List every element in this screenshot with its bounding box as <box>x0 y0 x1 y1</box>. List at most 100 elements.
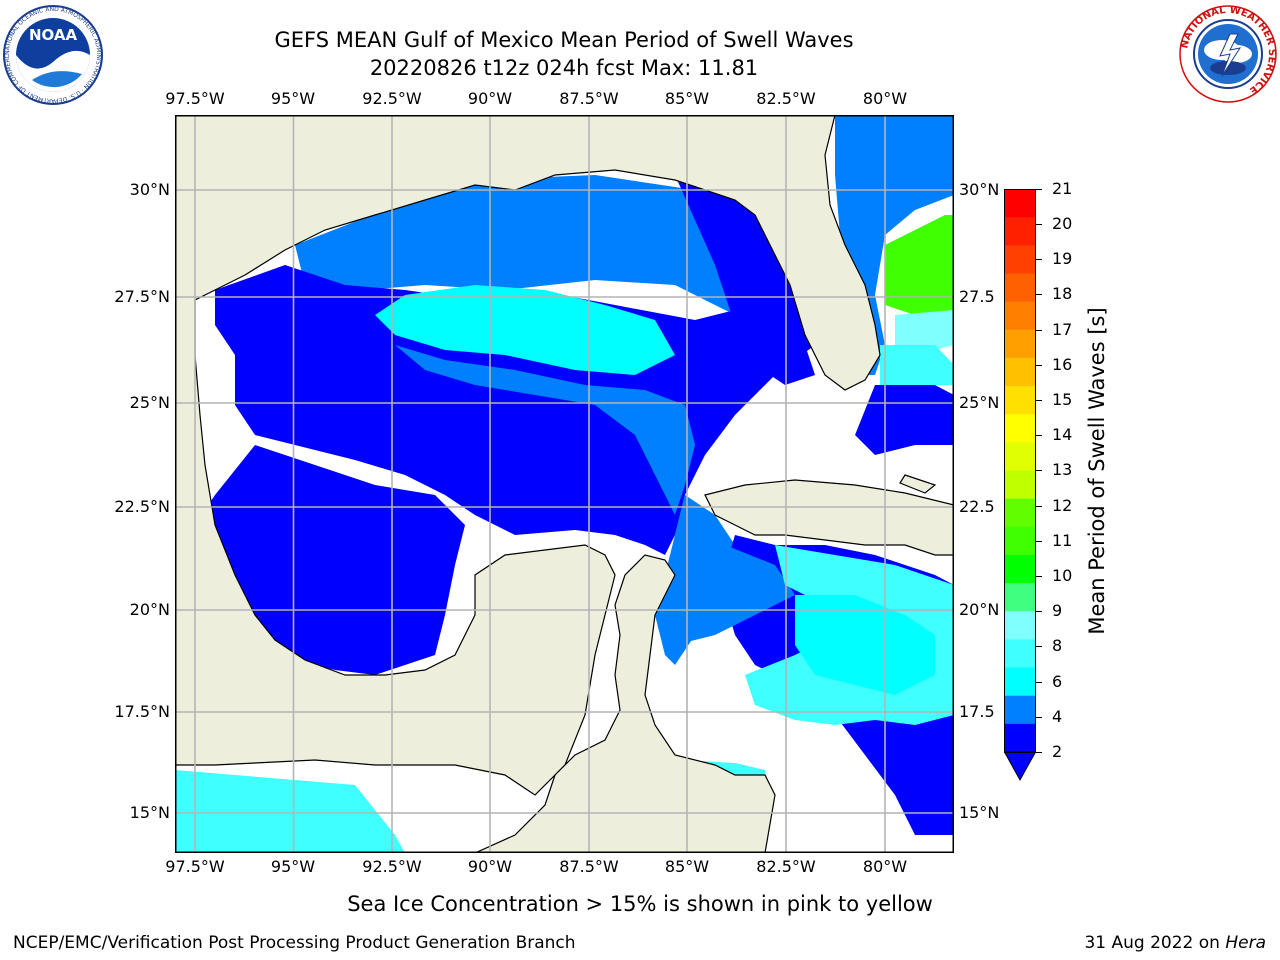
colorbar-tick-mark <box>1036 294 1042 295</box>
lon-label-bottom-3: 90°W <box>467 857 513 876</box>
lon-label-bottom-7: 80°W <box>862 857 908 876</box>
lat-label-left-4: 20°N <box>129 600 170 619</box>
field-band-2-4-west <box>195 445 465 675</box>
field-band-6-7 <box>375 285 675 375</box>
sea-ice-note: Sea Ice Concentration > 15% is shown in … <box>347 892 933 916</box>
lon-label-top-3: 90°W <box>467 89 513 108</box>
colorbar-tick-mark <box>1036 259 1042 260</box>
swell-period-field <box>175 115 954 853</box>
lon-label-top-4: 87.5°W <box>559 89 619 108</box>
lon-label-bottom-5: 85°W <box>664 857 710 876</box>
lon-label-top-5: 85°W <box>664 89 710 108</box>
colorbar-segment <box>1004 357 1036 387</box>
footer-date: 31 Aug 2022 on <box>1084 933 1226 953</box>
colorbar-segment <box>1004 498 1036 528</box>
footer-timestamp: 31 Aug 2022 on Hera <box>1084 933 1266 953</box>
noaa-logo-text: NOAA <box>29 26 78 44</box>
colorbar-tick-label: 19 <box>1052 249 1073 268</box>
colorbar-tick-label: 8 <box>1052 636 1063 655</box>
field-band-8-9-atlantic <box>895 310 954 355</box>
colorbar-title: Mean Period of Swell Waves [s] <box>1085 307 1109 635</box>
field-band-4-6-caribbean <box>675 545 795 645</box>
map-border <box>175 115 954 853</box>
nws-logo-icon: NATIONAL WEATHER SERVICE <box>1179 5 1277 103</box>
lat-label-left-5: 17.5°N <box>114 702 170 721</box>
colorbar-tick-mark <box>1036 189 1042 190</box>
colorbar-tick-label: 10 <box>1052 566 1073 585</box>
colorbar-extend-arrow <box>1004 751 1036 782</box>
lat-label-left-2: 25°N <box>129 393 170 412</box>
colorbar-tick-label: 11 <box>1052 531 1073 550</box>
colorbar-segment <box>1004 273 1036 303</box>
lon-label-top-7: 80°W <box>862 89 908 108</box>
colorbar-segment <box>1004 611 1036 640</box>
colorbar-segment <box>1004 414 1036 443</box>
colorbar-segment <box>1004 442 1036 472</box>
footer-host: Hera <box>1225 933 1266 953</box>
footer-credit: NCEP/EMC/Verification Post Processing Pr… <box>13 933 576 953</box>
lon-label-top-0: 97.5°W <box>165 89 225 108</box>
colorbar-tick-mark <box>1036 506 1042 507</box>
lat-label-right-0: 30°N <box>959 180 1000 199</box>
lat-label-left-3: 22.5°N <box>114 497 170 516</box>
map-title: GEFS MEAN Gulf of Mexico Mean Period of … <box>274 28 854 52</box>
field-band-6-7-caribbean <box>795 595 935 695</box>
land-yucatan <box>474 554 776 853</box>
colorbar-segment <box>1004 723 1036 753</box>
colorbar-segment <box>1004 554 1036 584</box>
land-cuba <box>704 479 954 556</box>
lon-label-bottom-2: 92.5°W <box>362 857 422 876</box>
colorbar-tick-label: 2 <box>1052 742 1063 761</box>
colorbar <box>1004 189 1036 782</box>
colorbar-segment <box>1004 667 1036 697</box>
colorbar-tick-mark <box>1036 752 1042 753</box>
lat-label-right-5: 17.5 <box>959 702 995 721</box>
lat-label-right-3: 22.5 <box>959 497 995 516</box>
colorbar-tick-mark <box>1036 646 1042 647</box>
colorbar-tick-label: 9 <box>1052 601 1063 620</box>
colorbar-tick-mark <box>1036 470 1042 471</box>
lat-label-left-1: 27.5°N <box>114 287 170 306</box>
field-band-4-6-halo <box>395 345 695 515</box>
colorbar-tick-mark <box>1036 576 1042 577</box>
lon-label-top-6: 82.5°W <box>756 89 816 108</box>
field-band-10-11-atlantic <box>885 215 954 315</box>
lon-label-top-1: 95°W <box>270 89 316 108</box>
colorbar-segment <box>1004 301 1036 331</box>
lon-label-top-2: 92.5°W <box>362 89 422 108</box>
map-panel <box>175 115 954 853</box>
colorbar-tick-mark <box>1036 400 1042 401</box>
colorbar-tick-mark <box>1036 435 1042 436</box>
colorbar-tick-label: 18 <box>1052 284 1073 303</box>
colorbar-tick-label: 4 <box>1052 707 1063 726</box>
field-band-7-8-pacific <box>175 770 405 853</box>
lat-label-left-0: 30°N <box>129 180 170 199</box>
colorbar-tick-label: 12 <box>1052 496 1073 515</box>
colorbar-tick-label: 13 <box>1052 460 1073 479</box>
colorbar-tick-label: 16 <box>1052 355 1073 374</box>
lat-label-left-6: 15°N <box>129 803 170 822</box>
land-north-america <box>175 115 954 796</box>
lat-label-right-2: 25°N <box>959 393 1000 412</box>
colorbar-tick-mark <box>1036 224 1042 225</box>
colorbar-tick-label: 17 <box>1052 320 1073 339</box>
colorbar-segment <box>1004 526 1036 556</box>
colorbar-tick-label: 15 <box>1052 390 1073 409</box>
colorbar-segment <box>1004 583 1036 612</box>
lon-label-bottom-0: 97.5°W <box>165 857 225 876</box>
colorbar-tick-mark <box>1036 541 1042 542</box>
colorbar-segment <box>1004 245 1036 275</box>
colorbar-tick-label: 21 <box>1052 179 1073 198</box>
colorbar-tick-label: 6 <box>1052 672 1063 691</box>
colorbar-tick-label: 14 <box>1052 425 1073 444</box>
colorbar-segment <box>1004 695 1036 725</box>
lat-label-right-4: 20°N <box>959 600 1000 619</box>
map-subtitle: 20220826 t12z 024h fcst Max: 11.81 <box>369 56 759 80</box>
colorbar-segment <box>1004 329 1036 359</box>
colorbar-tick-mark <box>1036 717 1042 718</box>
colorbar-tick-label: 20 <box>1052 214 1073 233</box>
map-gridlines <box>175 115 954 853</box>
colorbar-tick-mark <box>1036 611 1042 612</box>
colorbar-tick-mark <box>1036 330 1042 331</box>
colorbar-segment <box>1004 470 1036 500</box>
